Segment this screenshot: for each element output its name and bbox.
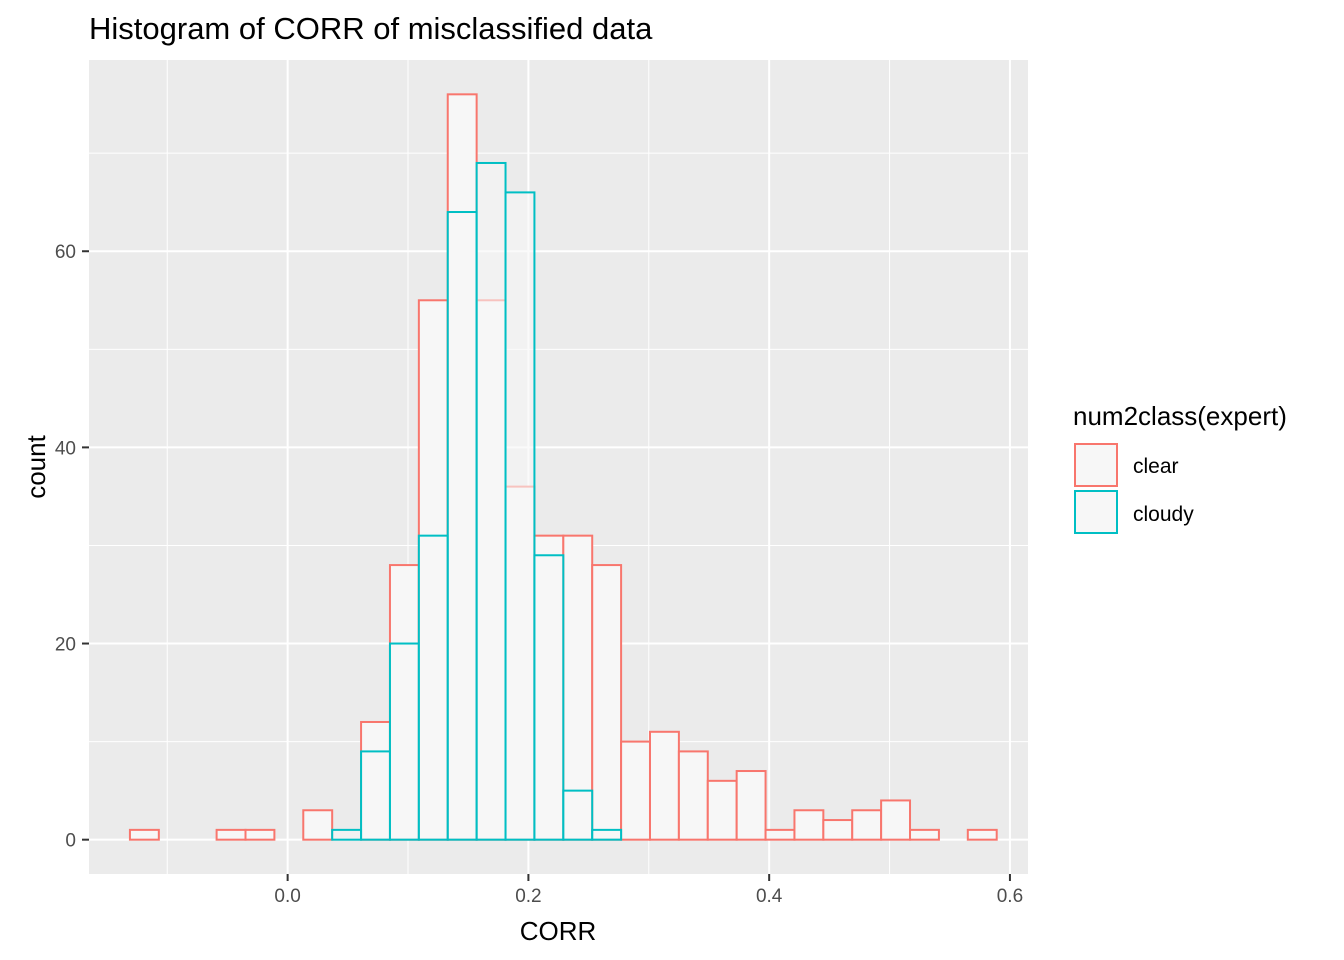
legend-title: num2class(expert) — [1073, 401, 1287, 431]
bar-clear — [706, 779, 738, 841]
bar-clear — [764, 828, 796, 841]
bar-clear — [128, 828, 160, 841]
y-tick-label: 0 — [65, 831, 76, 852]
bar-clear — [562, 534, 594, 841]
legend-key-clear — [1074, 443, 1118, 487]
y-tick-label: 60 — [55, 242, 76, 263]
bar-clear — [851, 809, 883, 841]
bar-clear — [677, 750, 709, 841]
legend-key-cloudy — [1074, 490, 1118, 534]
bar-cloudy — [475, 161, 507, 841]
y-axis-title: count — [21, 434, 51, 498]
bar-clear — [909, 828, 940, 841]
bar-clear — [793, 809, 825, 841]
bar-clear — [735, 770, 767, 841]
y-tick-label: 20 — [55, 635, 76, 656]
bar-clear — [302, 809, 334, 841]
bar-cloudy — [446, 211, 478, 841]
bar-clear — [591, 564, 623, 841]
x-tick-label: 0.6 — [997, 886, 1023, 907]
bar-cloudy — [562, 789, 594, 841]
x-tick-label: 0.2 — [515, 886, 541, 907]
bar-cloudy — [331, 828, 363, 841]
bar-cloudy — [417, 534, 449, 841]
bar-cloudy — [504, 191, 536, 841]
bar-cloudy — [591, 828, 623, 841]
bar-cloudy — [360, 750, 391, 841]
bar-clear — [648, 730, 680, 841]
legend: num2class(expert) clear cloudy — [1073, 401, 1287, 534]
x-tick-label: 0.4 — [756, 886, 783, 907]
series-cloudy-bars — [331, 161, 623, 841]
legend-label-cloudy: cloudy — [1133, 503, 1194, 526]
chart-title: Histogram of CORR of misclassified data — [89, 11, 653, 46]
y-tick-label: 40 — [55, 438, 76, 459]
x-axis-ticks: 0.0 0.2 0.4 0.6 — [274, 874, 1023, 907]
bar-clear — [822, 819, 854, 841]
bar-clear — [244, 828, 276, 841]
bar-clear — [966, 828, 998, 841]
x-axis-title: CORR — [520, 916, 597, 946]
y-axis-ticks: 0 20 40 60 — [55, 242, 89, 852]
bar-clear — [620, 740, 651, 841]
legend-label-clear: clear — [1133, 455, 1179, 478]
x-tick-label: 0.0 — [274, 886, 300, 907]
bar-clear — [215, 828, 247, 841]
bar-cloudy — [388, 642, 420, 841]
bar-clear — [880, 799, 912, 841]
bar-cloudy — [533, 554, 565, 841]
